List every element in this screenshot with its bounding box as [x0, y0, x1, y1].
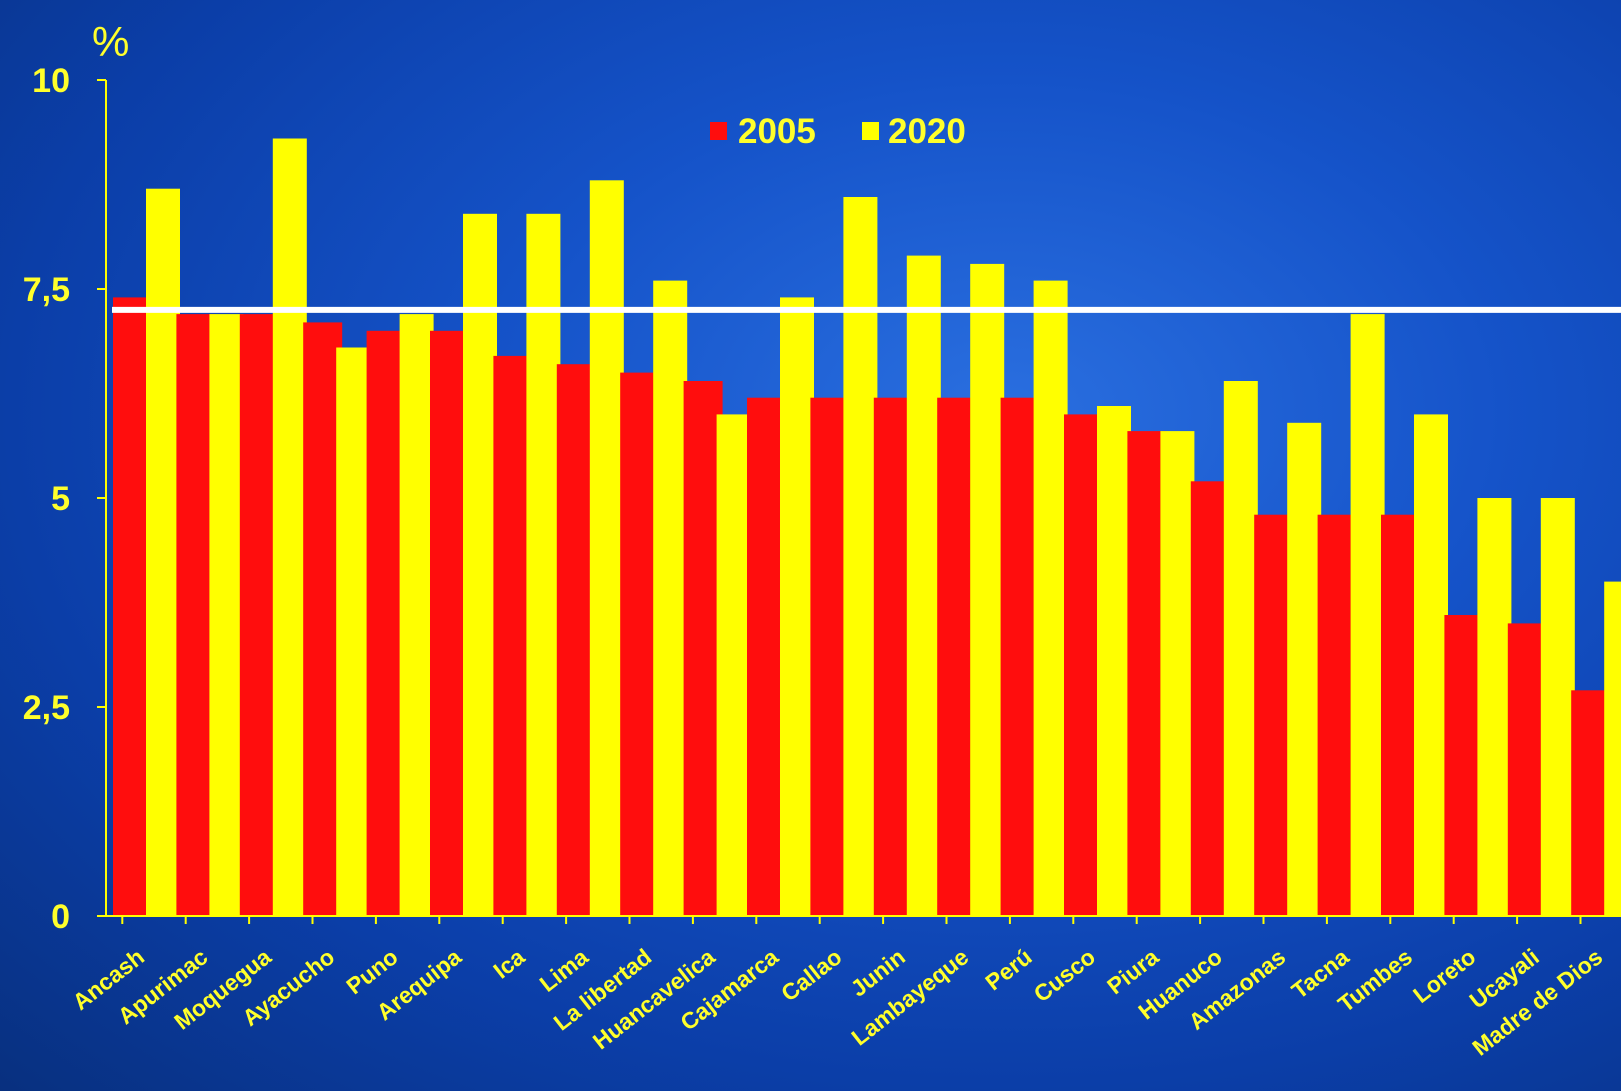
bar-2020-24	[1604, 581, 1621, 916]
bar-2020-23	[1540, 498, 1575, 916]
bar-2020-10	[716, 414, 751, 916]
y-tick-label-1: 0	[51, 898, 70, 936]
bar-2005-17	[1127, 431, 1167, 916]
bar-2005-19	[1254, 514, 1294, 916]
bar-2020-5	[399, 314, 434, 917]
y-axis-unit-label: %	[92, 18, 129, 65]
x-category-label-16: Cusco	[1029, 943, 1100, 1007]
y-tick-label-2: 2,5	[23, 689, 70, 727]
bar-2005-15	[1000, 397, 1040, 916]
bar-2005-3	[239, 314, 279, 917]
bar-2020-22	[1477, 498, 1512, 916]
bar-2005-14	[937, 397, 977, 916]
bar-2005-4	[303, 322, 343, 916]
bar-2005-7	[493, 355, 533, 916]
bar-2005-8	[556, 364, 596, 916]
bar-2005-16	[1064, 414, 1103, 916]
y-tick-label-5: 10	[32, 62, 70, 100]
bar-2005-9	[620, 372, 660, 917]
y-tick-label-3: 5	[51, 480, 70, 518]
bar-2005-20	[1317, 514, 1357, 916]
bar-2020-13	[906, 255, 941, 917]
bar-2020-3	[272, 138, 307, 916]
bar-2020-2	[209, 314, 244, 917]
legend: 2005 2020	[710, 112, 966, 151]
bar-2005-23	[1507, 623, 1547, 916]
bar-2005-21	[1381, 514, 1420, 916]
bar-2020-7	[526, 213, 561, 917]
bar-2005-24	[1571, 690, 1611, 916]
legend-swatch-2020	[862, 122, 879, 140]
bar-2020-8	[589, 180, 624, 917]
bar-2020-1	[146, 188, 180, 916]
bar-2020-15	[1033, 280, 1068, 917]
bar-2020-18	[1223, 381, 1258, 916]
bars-layer	[113, 138, 1621, 917]
legend-label-2020: 2020	[888, 112, 966, 151]
x-category-label-7: Ica	[488, 943, 529, 983]
bar-2005-1	[113, 297, 152, 916]
bar-2005-18	[1190, 481, 1230, 916]
bar-2020-4	[336, 347, 371, 916]
y-tick-label-4: 7,5	[23, 271, 70, 309]
legend-swatch-2005	[710, 122, 727, 140]
bar-2005-13	[873, 397, 913, 916]
bar-2020-14	[970, 263, 1005, 916]
x-category-label-12: Callao	[776, 943, 846, 1006]
bar-2020-12	[843, 197, 878, 916]
bar-2005-2	[176, 314, 216, 917]
bar-2020-16	[1097, 406, 1131, 916]
bar-2020-17	[1160, 431, 1195, 916]
bar-2005-10	[683, 381, 723, 916]
legend-label-2005: 2005	[738, 112, 816, 151]
bar-2005-5	[366, 330, 406, 916]
bar-2020-19	[1287, 422, 1322, 916]
bar-2005-6	[430, 330, 469, 916]
bar-2020-21	[1414, 414, 1448, 916]
bar-2005-22	[1444, 615, 1484, 916]
bar-2020-6	[463, 213, 497, 917]
bar-2020-9	[653, 280, 688, 917]
bar-2005-12	[810, 397, 850, 916]
bar-2020-20	[1350, 314, 1385, 917]
bar-2020-11	[780, 297, 814, 916]
bar-2005-11	[747, 397, 786, 916]
